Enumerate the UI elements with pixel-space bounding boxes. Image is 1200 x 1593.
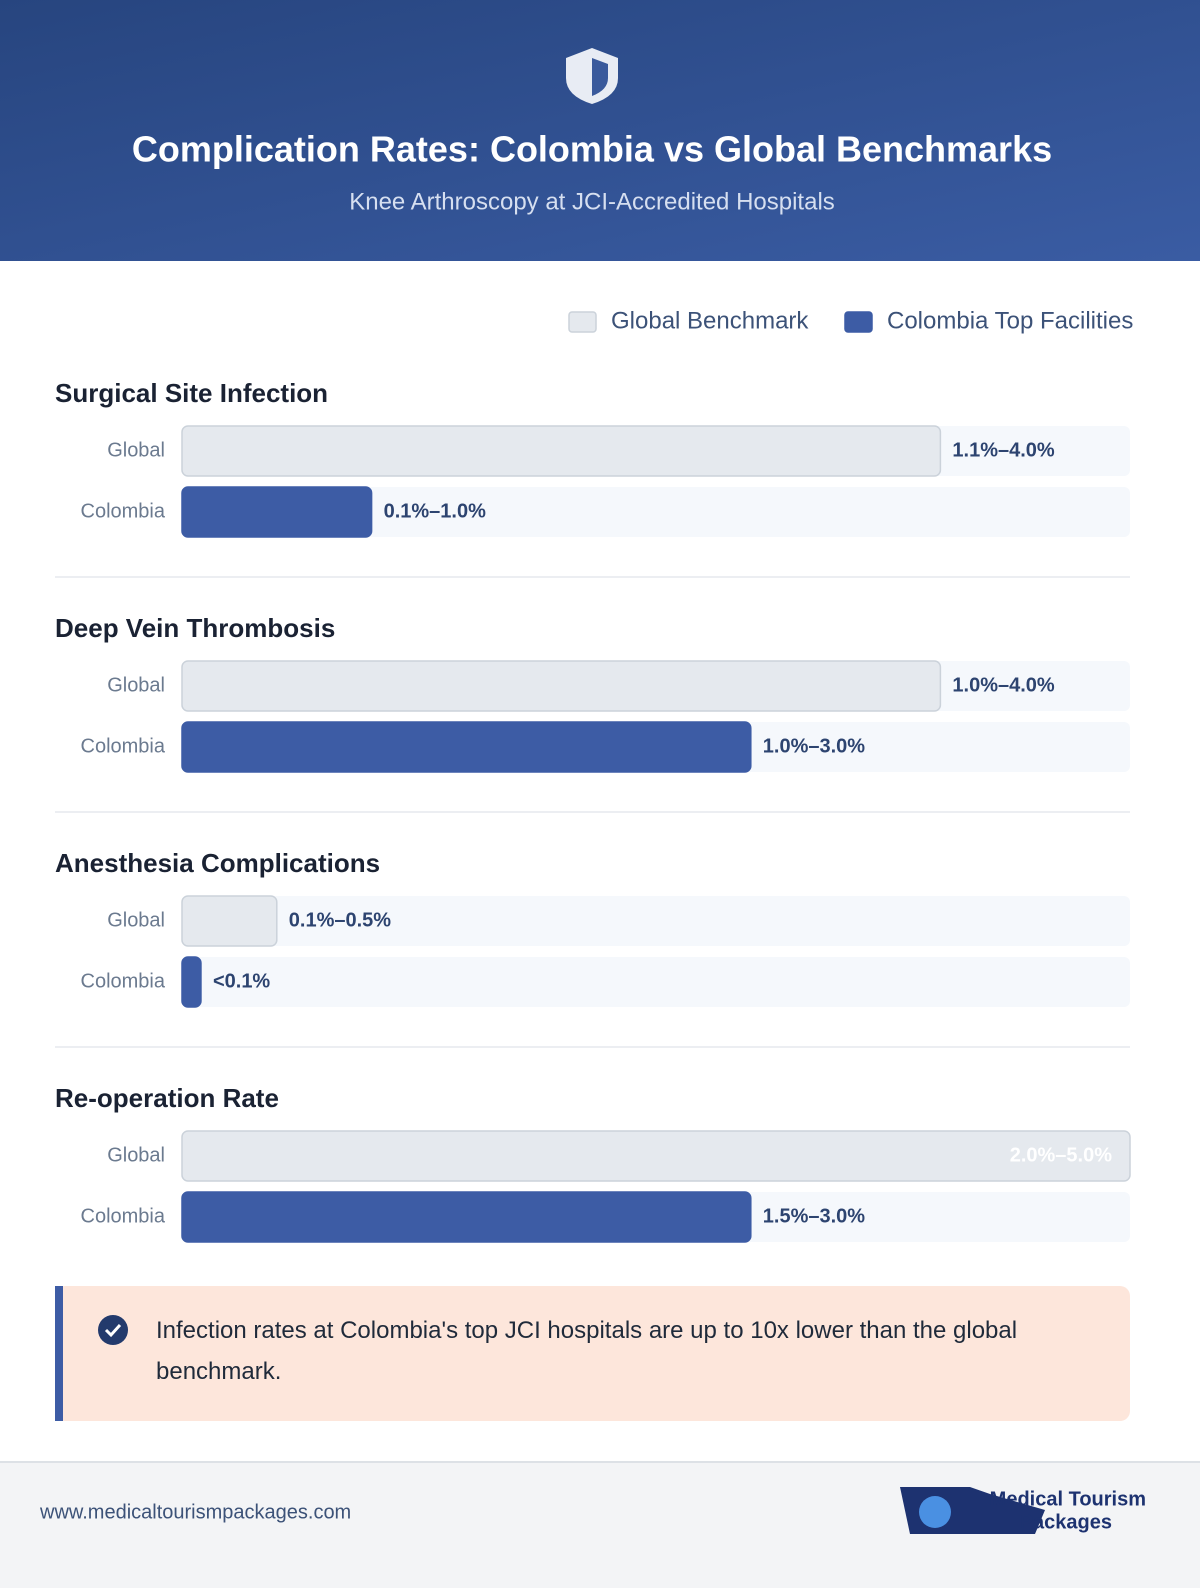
bar [181,895,278,947]
value-label: 2.0%–5.0% [1010,1144,1113,1166]
legend-swatch [568,311,597,333]
value-label: 1.1%–4.0% [952,439,1055,461]
legend-swatch [844,311,873,333]
category-title: Deep Vein Thrombosis [55,613,335,643]
bar [181,660,942,712]
bar [181,425,942,477]
value-label: 1.5%–3.0% [763,1205,866,1227]
legend-label: Global Benchmark [611,307,809,334]
callout-text: Infection rates at Colombia's top JCI ho… [156,1317,1018,1385]
footer-url: www.medicaltourismpackages.com [39,1501,351,1523]
category-title: Surgical Site Infection [55,378,328,408]
bar [181,721,752,773]
logo-text: Packages [1020,1511,1112,1533]
category-title: Re-operation Rate [55,1083,279,1113]
bar-track [182,957,1130,1007]
callout-accent [55,1286,63,1421]
header [0,0,1200,261]
bar [181,486,373,538]
shield-icon-half [592,58,608,96]
bar [181,956,202,1008]
value-label: 1.0%–3.0% [763,735,866,757]
row-label: Global [107,674,165,696]
bar [181,1130,1131,1182]
row-label: Global [107,909,165,931]
bar-track [182,487,1130,537]
value-label: <0.1% [213,970,270,992]
logo-text: Medical Tourism [990,1488,1146,1510]
value-label: 1.0%–4.0% [952,674,1055,696]
bar [181,1191,752,1243]
check-icon [98,1315,128,1345]
category-title: Anesthesia Complications [55,848,380,878]
chart-subtitle: Knee Arthroscopy at JCI-Accredited Hospi… [349,188,835,215]
row-label: Global [107,439,165,461]
row-label: Colombia [81,500,166,522]
logo-circle [919,1496,951,1528]
value-label: 0.1%–1.0% [384,500,487,522]
legend-label: Colombia Top Facilities [887,307,1133,334]
row-label: Colombia [81,1205,166,1227]
check-mark [104,1323,122,1338]
row-label: Global [107,1144,165,1166]
row-label: Colombia [81,735,166,757]
bar-track [182,896,1130,946]
row-label: Colombia [81,970,166,992]
value-label: 0.1%–0.5% [289,909,392,931]
chart-title: Complication Rates: Colombia vs Global B… [132,129,1052,170]
callout-box [55,1286,1130,1421]
